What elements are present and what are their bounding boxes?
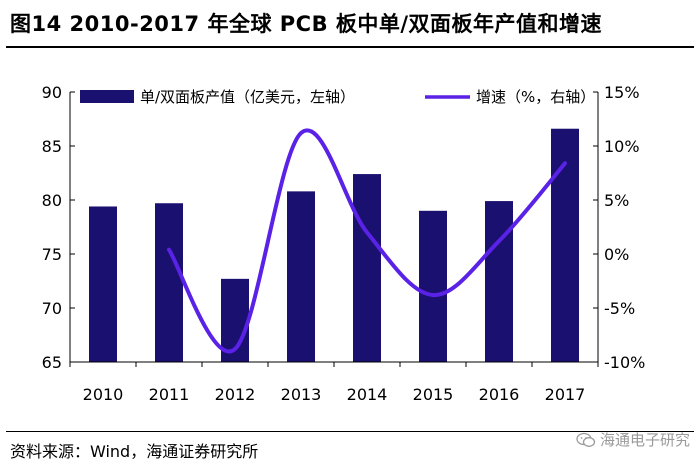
right-tick-label: -5% [604,299,635,318]
legend-line-label: 增速（%，右轴） [476,88,595,106]
growth-line [167,128,567,354]
left-tick-label: 85 [42,137,62,156]
chart-title: 图14 2010-2017 年全球 PCB 板中单/双面板年产值和增速 [10,12,603,36]
legend: 单/双面板产值（亿美元，左轴） 增速（%，右轴） [80,88,595,106]
x-tick-label: 2017 [545,385,586,404]
bar-2014 [353,174,381,362]
x-tick-label: 2015 [413,385,454,404]
right-tick-label: 10% [604,137,640,156]
left-tick-label: 80 [42,191,62,210]
watermark: 海通电子研究 [576,429,690,450]
title-rule [6,46,694,48]
source-rule [6,431,694,432]
line-series [167,128,567,354]
right-tick-label: -10% [604,353,645,372]
wechat-icon [576,432,596,447]
x-tick-label: 2016 [479,385,520,404]
x-tick-label: 2014 [347,385,388,404]
x-tick-label: 2013 [281,385,322,404]
x-tick-label: 2011 [149,385,190,404]
source-note: 资料来源：Wind，海通证券研究所 [10,442,259,461]
right-tick-label: 15% [604,83,640,102]
bar-2010 [89,206,117,362]
bar-2011 [155,203,183,362]
left-tick-label: 65 [42,353,62,372]
left-tick-label: 75 [42,245,62,264]
right-tick-label: 0% [604,245,629,264]
right-tick-label: 5% [604,191,629,210]
bar-2013 [287,191,315,362]
bar-2016 [485,201,513,362]
watermark-text: 海通电子研究 [599,431,690,449]
left-tick-label: 90 [42,83,62,102]
axes: 65 70 75 80 85 90 -10% -5% 0% 5% 10% 15% 2010 2011 201… [42,83,646,404]
bar-2015 [419,210,447,362]
x-tick-label: 2012 [215,385,256,404]
legend-bar-swatch [80,90,134,103]
left-tick-label: 70 [42,299,62,318]
legend-bar-label: 单/双面板产值（亿美元，左轴） [140,88,355,106]
x-tick-label: 2010 [83,385,124,404]
bar-2017 [551,128,579,362]
